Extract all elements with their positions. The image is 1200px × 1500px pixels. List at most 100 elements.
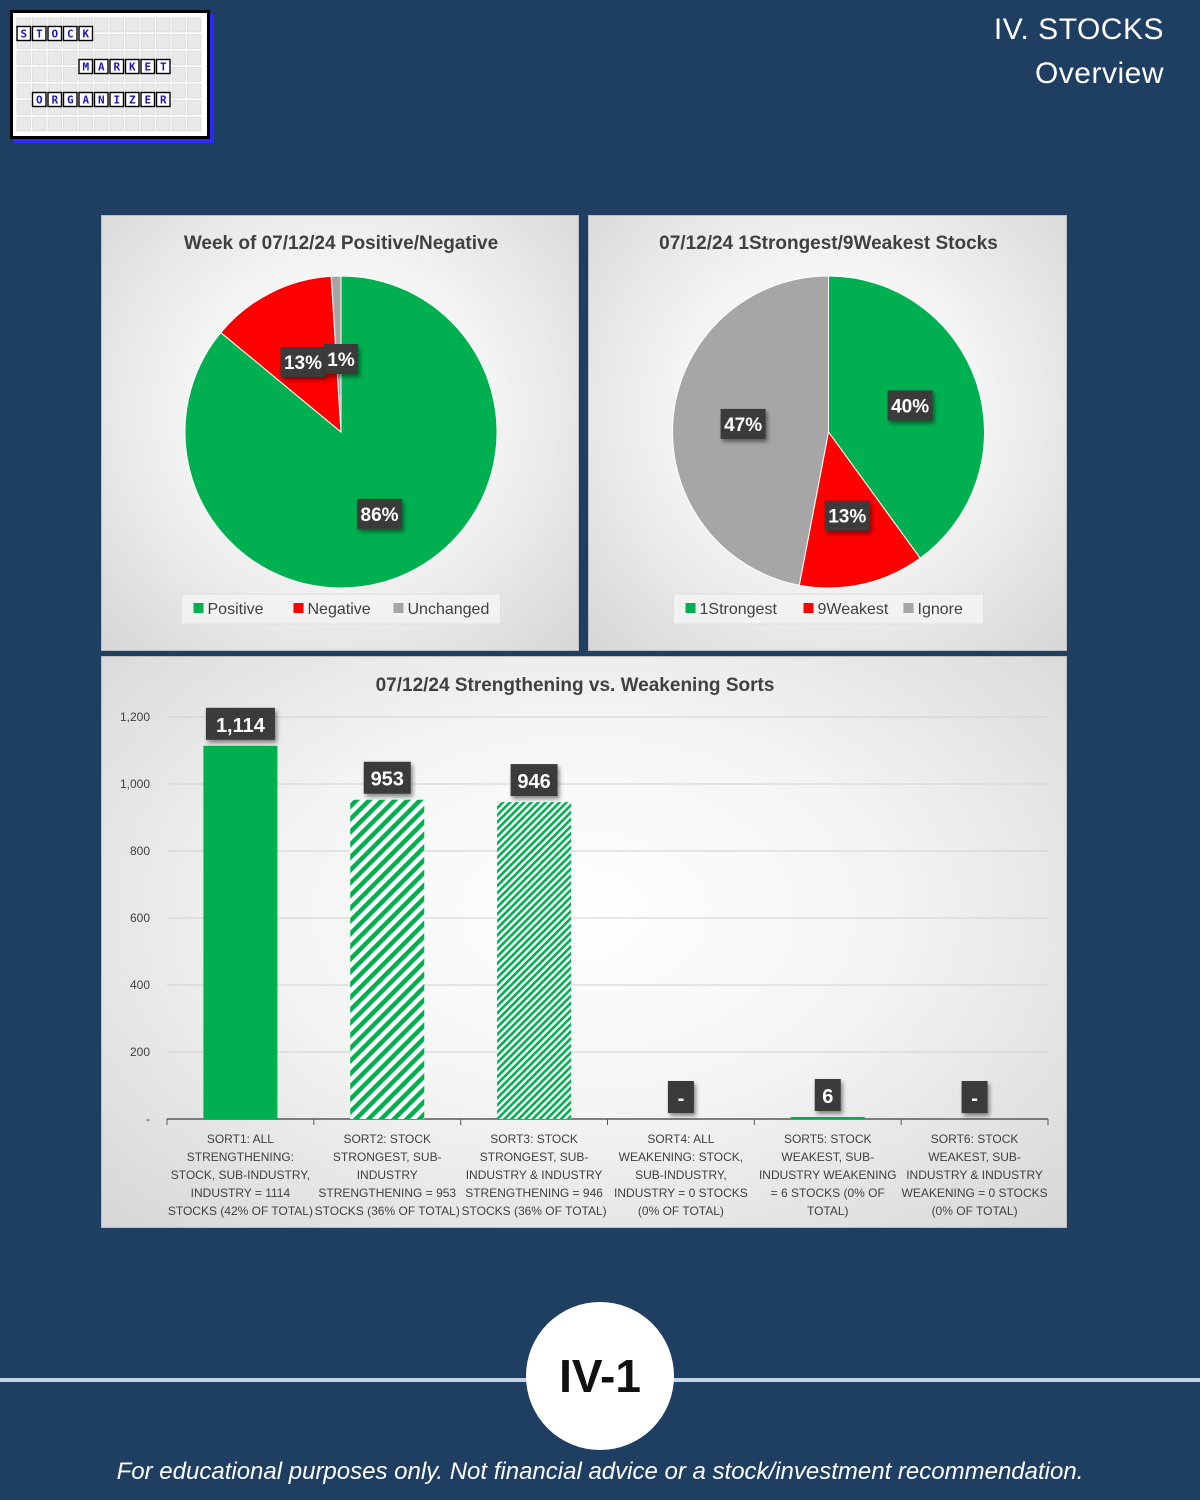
- logo-grid-cell: [171, 116, 186, 132]
- logo-letter: R: [160, 94, 167, 107]
- pie-chart-strongest-weakest: 07/12/24 1Strongest/9Weakest Stocks 40% 13…: [659, 233, 998, 625]
- y-tick-label: 200: [130, 1045, 150, 1059]
- data-label-9weakest: 13%: [828, 507, 866, 528]
- legend-label-unchanged: Unchanged: [408, 601, 490, 618]
- logo-grid-cell: [187, 34, 202, 49]
- logo-grid-cell: [140, 34, 155, 49]
- legend-swatch-1strongest: [685, 603, 696, 613]
- legend-swatch-negative: [293, 603, 304, 613]
- category-label-sort4: INDUSTRY = 0 STOCKS: [614, 1186, 748, 1200]
- category-label-sort1: STOCK, SUB-INDUSTRY,: [171, 1168, 310, 1182]
- logo-grid-cell: [140, 116, 155, 132]
- logo-grid-cell: [94, 34, 109, 49]
- bar-sort1: [203, 745, 278, 1119]
- logo-letter-box: [109, 58, 125, 75]
- category-label-sort5: SORT5: STOCK: [784, 1132, 872, 1146]
- logo-letter-box: [155, 91, 171, 108]
- logo-grid-cell: [63, 67, 78, 82]
- section-title: IV. STOCKS: [993, 13, 1164, 46]
- category-label-sort6: INDUSTRY & INDUSTRY: [906, 1168, 1043, 1182]
- logo-letter: N: [98, 94, 105, 107]
- logo-grid-cell: [156, 116, 171, 132]
- data-label-box: [961, 1081, 988, 1113]
- category-label-sort3: STOCKS (36% OF TOTAL): [462, 1204, 607, 1218]
- logo-letter: R: [51, 94, 58, 107]
- bar-sort5: [790, 1116, 865, 1119]
- logo-letter: S: [20, 28, 27, 41]
- logo-letter-box: [78, 25, 94, 42]
- legend-box: [673, 593, 984, 625]
- logo-letter-box: [16, 25, 32, 42]
- bar-chart-sorts: 07/12/24 Strengthening vs. Weakening Sor…: [120, 675, 1049, 1218]
- logo-letter-box: [124, 58, 140, 75]
- logo-letter: K: [129, 61, 136, 74]
- category-label-sort2: INDUSTRY: [357, 1168, 418, 1182]
- chart-title: Week of 07/12/24 Positive/Negative: [184, 233, 498, 254]
- category-label-sort3: SORT3: STOCK: [490, 1132, 578, 1146]
- logo-grid-cell: [32, 50, 47, 66]
- y-tick-label: 1,000: [120, 777, 150, 791]
- logo-letter: A: [82, 94, 89, 107]
- category-label-sort5: INDUSTRY WEAKENING: [759, 1168, 897, 1182]
- data-label-unchanged: 1%: [327, 350, 355, 371]
- data-label-box: [667, 1081, 694, 1113]
- logo-grid-cell: [78, 116, 93, 132]
- y-tick-label: -: [146, 1112, 150, 1126]
- logo-letter: T: [160, 61, 167, 74]
- logo-grid-cell: [32, 67, 47, 82]
- logo-letter: E: [144, 94, 151, 107]
- logo-grid-cell: [16, 67, 31, 82]
- legend-label-positive: Positive: [208, 601, 264, 618]
- category-label-sort3: STRONGEST, SUB-: [480, 1150, 589, 1164]
- category-label-sort6: SORT6: STOCK: [931, 1132, 1019, 1146]
- data-label-positive: 86%: [361, 505, 399, 526]
- logo-grid-cell: [171, 34, 186, 49]
- logo-grid-cell: [187, 67, 202, 82]
- data-label-sort5: 6: [822, 1086, 833, 1108]
- logo-grid-cell: [94, 116, 109, 132]
- logo-letter: A: [98, 61, 105, 74]
- legend-swatch-9weakest: [803, 603, 814, 613]
- logo-letter-box: [47, 91, 63, 108]
- logo-grid-cell: [171, 83, 186, 99]
- data-label-box: [510, 764, 558, 797]
- logo-grid-cell: [47, 67, 62, 82]
- logo-letter-box: [140, 91, 156, 108]
- bar-sort2: [350, 799, 425, 1119]
- category-label-sort6: WEAKEST, SUB-: [928, 1150, 1021, 1164]
- data-label-sort6: -: [971, 1088, 978, 1110]
- logo-letter-box: [62, 91, 78, 108]
- logo-letter-box: [155, 58, 171, 75]
- logo-letter-box: [31, 91, 47, 108]
- logo-grid-cell: [94, 17, 109, 33]
- logo-grid-cell: [47, 50, 62, 66]
- logo-letter-box: [109, 91, 125, 108]
- data-label-sort2: 953: [371, 769, 404, 791]
- data-label-box: [824, 500, 870, 531]
- logo-grid-cell: [187, 50, 202, 66]
- data-label-box: [887, 390, 933, 421]
- page-number-badge: IV-1: [526, 1302, 674, 1450]
- logo-letter: G: [67, 94, 74, 107]
- logo-grid-cell: [63, 50, 78, 66]
- category-label-sort1: STRENGTHENING:: [187, 1150, 294, 1164]
- category-label-sort1: INDUSTRY = 1114: [191, 1186, 291, 1200]
- logo-grid-cell: [187, 17, 202, 33]
- logo-grid-cell: [109, 17, 124, 33]
- category-label-sort4: SUB-INDUSTRY,: [635, 1168, 727, 1182]
- data-label-1strongest: 40%: [891, 396, 929, 417]
- category-label-sort6: WEAKENING = 0 STOCKS: [902, 1186, 1048, 1200]
- category-label-sort3: INDUSTRY & INDUSTRY: [466, 1168, 603, 1182]
- category-label-sort3: STRENGTHENING = 946: [465, 1186, 603, 1200]
- category-label-sort4: SORT4: ALL: [647, 1132, 714, 1146]
- category-label-sort5: WEAKEST, SUB-: [781, 1150, 874, 1164]
- category-label-sort5: TOTAL): [807, 1204, 849, 1218]
- logo-grid-cell: [16, 116, 31, 132]
- legend-swatch-unchanged: [393, 603, 404, 613]
- logo-grid-cell: [171, 17, 186, 33]
- legend-swatch-positive: [193, 603, 204, 613]
- logo-letter: I: [113, 94, 120, 107]
- logo-grid-cell: [47, 116, 62, 132]
- logo-letter: M: [82, 61, 89, 74]
